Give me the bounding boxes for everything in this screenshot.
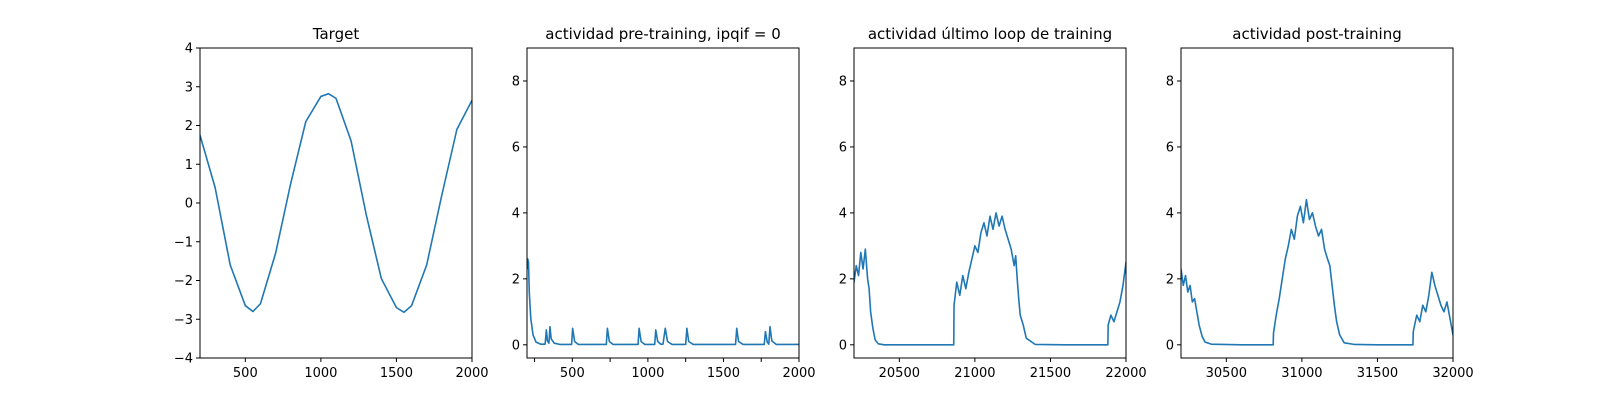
y-tick-label: 4 bbox=[1166, 206, 1174, 221]
y-tick-label: 2 bbox=[839, 272, 847, 287]
y-tick: −2 bbox=[174, 274, 200, 289]
x-tick-label: 32000 bbox=[1432, 366, 1473, 381]
y-tick-label: 4 bbox=[185, 42, 193, 57]
x-tick: 500 bbox=[233, 358, 258, 381]
y-tick-label: −2 bbox=[174, 274, 193, 289]
y-tick-label: 0 bbox=[839, 338, 847, 353]
y-tick: 4 bbox=[185, 42, 200, 57]
y-tick-label: 2 bbox=[1166, 272, 1174, 287]
chart-panel-4: actividad post-training 30500 31000 31500 32… bbox=[1166, 25, 1474, 381]
y-tick-label: 2 bbox=[185, 119, 193, 134]
plot-frame bbox=[526, 47, 800, 359]
x-tick-label: 31500 bbox=[1357, 366, 1398, 381]
chart-title: Target bbox=[312, 25, 360, 43]
plot-frame bbox=[1180, 47, 1454, 359]
x-tick: 21000 bbox=[954, 358, 996, 381]
y-tick-label: 0 bbox=[1166, 338, 1174, 353]
y-tick: 4 bbox=[1166, 206, 1181, 221]
y-tick-label: 6 bbox=[1166, 140, 1174, 155]
y-tick-label: 8 bbox=[512, 74, 520, 89]
y-tick: −3 bbox=[174, 313, 200, 328]
x-tick: 22000 bbox=[1105, 358, 1147, 381]
y-tick: 8 bbox=[839, 74, 854, 89]
x-tick-label: 22000 bbox=[1105, 366, 1146, 381]
chart-title: actividad post-training bbox=[1232, 25, 1401, 43]
y-tick-label: 6 bbox=[512, 140, 520, 155]
x-tick: 2000 bbox=[455, 358, 489, 381]
y-tick-label: 4 bbox=[839, 206, 847, 221]
plot-frame bbox=[199, 47, 473, 359]
x-tick: 31500 bbox=[1357, 358, 1398, 381]
series-line-2-1 bbox=[527, 258, 799, 346]
chart-panel-2: actividad pre-training, ipqif = 0 500 1000… bbox=[512, 25, 816, 381]
y-tick: 8 bbox=[1166, 74, 1181, 89]
x-tick: 30500 bbox=[1206, 358, 1247, 381]
y-tick: 6 bbox=[512, 140, 527, 155]
y-tick-label: 6 bbox=[839, 140, 847, 155]
x-tick: 2000 bbox=[782, 358, 816, 381]
y-tick-label: 8 bbox=[1166, 74, 1174, 89]
x-tick-label: 500 bbox=[560, 366, 585, 381]
x-tick: 32000 bbox=[1432, 358, 1474, 381]
y-tick-label: −4 bbox=[174, 352, 193, 367]
series-line-3-1 bbox=[854, 212, 1126, 346]
y-tick-label: 0 bbox=[512, 338, 520, 353]
chart-panel-3: actividad último loop de training 20500 21… bbox=[839, 25, 1147, 381]
y-tick-label: 2 bbox=[512, 272, 520, 287]
x-tick-label: 2000 bbox=[782, 366, 815, 381]
y-tick: 4 bbox=[512, 206, 527, 221]
y-tick: −1 bbox=[174, 235, 200, 250]
y-tick: 2 bbox=[839, 272, 854, 287]
y-tick: 2 bbox=[512, 272, 527, 287]
chart-title: actividad pre-training, ipqif = 0 bbox=[545, 25, 781, 43]
series-line-4-1 bbox=[1181, 198, 1453, 346]
y-tick: 2 bbox=[185, 119, 200, 134]
x-tick: 500 bbox=[560, 358, 585, 381]
x-tick: 1000 bbox=[304, 358, 337, 381]
x-tick: 20500 bbox=[879, 358, 920, 381]
chart-title: actividad último loop de training bbox=[868, 25, 1112, 43]
x-tick: 1500 bbox=[380, 358, 413, 381]
y-tick: 4 bbox=[839, 206, 854, 221]
x-tick-label: 1500 bbox=[380, 366, 413, 381]
x-tick: 21500 bbox=[1030, 358, 1071, 381]
y-tick-label: 4 bbox=[512, 206, 520, 221]
x-tick-label: 1000 bbox=[631, 366, 664, 381]
y-tick: 0 bbox=[1166, 338, 1181, 353]
y-tick: 6 bbox=[1166, 140, 1181, 155]
y-tick-label: 8 bbox=[839, 74, 847, 89]
x-tick-label: 500 bbox=[233, 366, 258, 381]
x-tick-label: 30500 bbox=[1206, 366, 1247, 381]
y-tick: 0 bbox=[839, 338, 854, 353]
x-tick: 1500 bbox=[707, 358, 740, 381]
y-tick-label: −1 bbox=[174, 235, 193, 250]
chart-panel-1: Target 500 1000 1500 2000 −4 −3 −2 −1 0 1 2 3 4 bbox=[174, 25, 489, 381]
x-tick-label: 31000 bbox=[1281, 366, 1322, 381]
y-tick: 1 bbox=[185, 158, 200, 173]
x-tick-label: 1500 bbox=[707, 366, 740, 381]
y-tick: 2 bbox=[1166, 272, 1181, 287]
x-tick-label: 21000 bbox=[954, 366, 995, 381]
x-tick-label: 20500 bbox=[879, 366, 920, 381]
y-tick: 0 bbox=[512, 338, 527, 353]
y-tick: 6 bbox=[839, 140, 854, 155]
x-tick-label: 1000 bbox=[304, 366, 337, 381]
y-tick: −4 bbox=[174, 352, 200, 367]
y-tick: 3 bbox=[185, 80, 200, 95]
x-tick-label: 21500 bbox=[1030, 366, 1071, 381]
x-tick: 1000 bbox=[631, 358, 664, 381]
plot-frame bbox=[853, 47, 1127, 359]
y-tick: 8 bbox=[512, 74, 527, 89]
x-tick-label: 2000 bbox=[455, 366, 488, 381]
y-tick-label: 1 bbox=[185, 158, 193, 173]
x-tick: 31000 bbox=[1281, 358, 1323, 381]
y-tick: 0 bbox=[185, 197, 200, 212]
y-tick-label: 3 bbox=[185, 80, 193, 95]
y-tick-label: −3 bbox=[174, 313, 193, 328]
y-tick-label: 0 bbox=[185, 197, 193, 212]
series-line-1-1 bbox=[200, 92, 472, 314]
